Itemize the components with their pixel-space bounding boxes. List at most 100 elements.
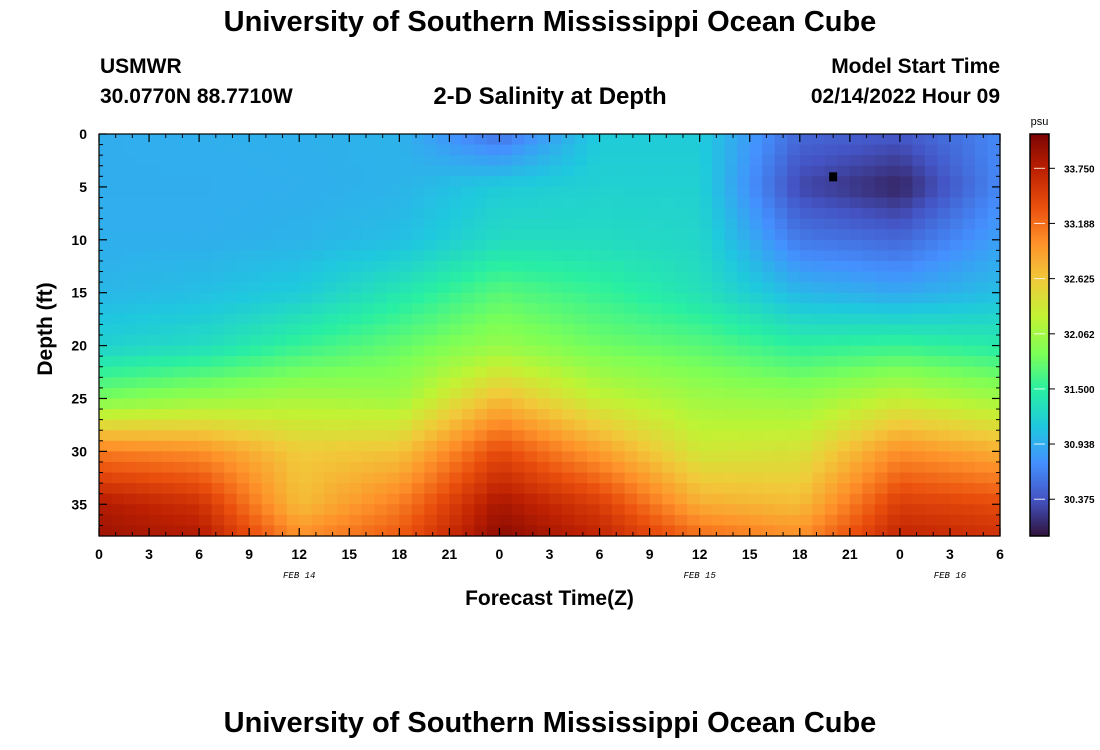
heatmap-cell <box>637 514 651 527</box>
heatmap-cell <box>599 186 613 199</box>
heatmap-cell <box>249 229 263 241</box>
heatmap-cell <box>862 313 876 326</box>
heatmap-cell <box>737 419 751 431</box>
heatmap-cell <box>824 335 838 347</box>
heatmap-cell <box>461 271 476 283</box>
heatmap-cell <box>461 250 476 262</box>
heatmap-cell <box>774 483 788 495</box>
heatmap-cell <box>374 366 388 378</box>
heatmap-cell <box>899 356 913 368</box>
heatmap-cell <box>486 144 501 156</box>
heatmap-cell <box>424 377 438 389</box>
heatmap-cell <box>887 250 901 262</box>
heatmap-cell <box>674 260 688 273</box>
heatmap-cell <box>436 324 450 336</box>
heatmap-cell <box>174 356 188 368</box>
heatmap-cell <box>687 303 701 315</box>
heatmap-cell <box>236 483 250 495</box>
heatmap-cells <box>99 134 1001 537</box>
heatmap-cell <box>837 387 851 400</box>
heatmap-cell <box>286 271 300 283</box>
heatmap-cell <box>774 134 788 146</box>
heatmap-cell <box>574 208 588 220</box>
heatmap-cell <box>674 398 688 410</box>
heatmap-cell <box>499 134 513 146</box>
heatmap-cell <box>124 208 138 220</box>
heatmap-cell <box>386 218 400 230</box>
heatmap-cell <box>499 282 513 294</box>
heatmap-cell <box>474 409 488 421</box>
heatmap-cell <box>562 483 576 495</box>
heatmap-cell <box>624 292 638 304</box>
heatmap-cell <box>386 409 400 421</box>
heatmap-cell <box>311 208 325 220</box>
heatmap-cell <box>862 525 876 537</box>
heatmap-cell <box>674 303 688 315</box>
heatmap-cell <box>874 504 888 516</box>
heatmap-cell <box>349 250 363 262</box>
heatmap-cell <box>536 218 551 230</box>
heatmap-cell <box>799 282 813 294</box>
heatmap-cell <box>587 493 601 505</box>
heatmap-cell <box>124 409 138 421</box>
heatmap-cell <box>974 356 989 368</box>
heatmap-cell <box>399 208 413 220</box>
heatmap-cell <box>311 451 325 463</box>
heatmap-cell <box>161 356 175 368</box>
heatmap-cell <box>461 134 476 146</box>
heatmap-cell <box>186 165 200 177</box>
heatmap-cell <box>461 260 476 273</box>
heatmap-cell <box>511 239 526 251</box>
heatmap-cell <box>662 218 676 230</box>
heatmap-cell <box>749 260 763 273</box>
heatmap-cell <box>962 387 976 400</box>
heatmap-cell <box>236 155 250 167</box>
heatmap-cell <box>812 514 826 527</box>
heatmap-cell <box>524 282 538 294</box>
heatmap-cell <box>374 229 388 241</box>
heatmap-cell <box>286 451 300 463</box>
heatmap-cell <box>699 144 713 156</box>
heatmap-cell <box>211 186 225 199</box>
heatmap-cell <box>124 250 138 262</box>
heatmap-cell <box>274 409 288 421</box>
heatmap-cell <box>536 440 551 452</box>
heatmap-cell <box>361 483 375 495</box>
heatmap-cell <box>712 409 726 421</box>
heatmap-cell <box>99 165 113 177</box>
heatmap-cell <box>774 398 788 410</box>
heatmap-cell <box>99 440 113 452</box>
heatmap-cell <box>411 155 425 167</box>
heatmap-cell <box>949 303 964 315</box>
heatmap-cell <box>111 313 125 326</box>
heatmap-cell <box>924 229 939 241</box>
heatmap-cell <box>599 197 613 209</box>
heatmap-cell <box>449 504 463 516</box>
heatmap-cell <box>724 345 738 357</box>
heatmap-cell <box>687 134 701 146</box>
heatmap-cell <box>662 335 676 347</box>
heatmap-cell <box>136 218 150 230</box>
heatmap-cell <box>261 451 275 463</box>
heatmap-cell <box>849 483 863 495</box>
heatmap-cell <box>474 493 488 505</box>
heatmap-cell <box>637 409 651 421</box>
heatmap-cell <box>899 504 913 516</box>
heatmap-cell <box>149 239 163 251</box>
heatmap-cell <box>374 440 388 452</box>
heatmap-cell <box>386 366 400 378</box>
heatmap-cell <box>862 366 876 378</box>
x-tick-label: 21 <box>442 546 458 562</box>
heatmap-cell <box>762 398 776 410</box>
heatmap-cell <box>674 345 688 357</box>
heatmap-cell <box>149 292 163 304</box>
heatmap-cell <box>436 260 450 273</box>
heatmap-cell <box>587 292 601 304</box>
heatmap-cell <box>436 292 450 304</box>
heatmap-cell <box>224 504 238 516</box>
colorbar-tick-label: 33.188 <box>1064 219 1095 230</box>
heatmap-cell <box>161 504 175 516</box>
heatmap-cell <box>737 155 751 167</box>
heatmap-cell <box>787 419 801 431</box>
heatmap-cell <box>499 335 513 347</box>
